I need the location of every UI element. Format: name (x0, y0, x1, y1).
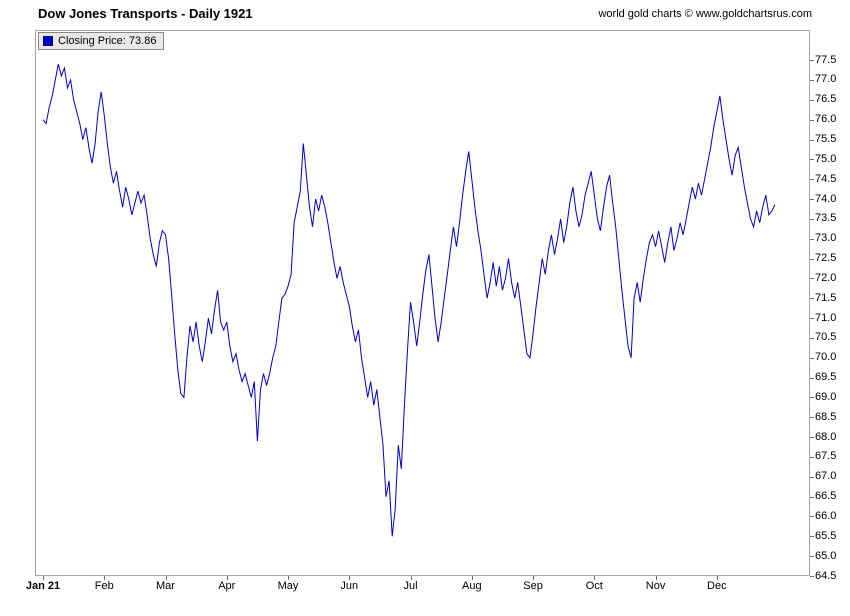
y-tick-label: 67.5 (815, 450, 837, 463)
y-tick-label: 66.0 (815, 509, 837, 522)
y-tick-label: 64.5 (815, 569, 837, 582)
y-tick-label: 75.0 (815, 152, 837, 165)
y-tick-label: 72.5 (815, 252, 837, 265)
chart-title: Dow Jones Transports - Daily 1921 (38, 6, 253, 21)
y-tick-label: 70.0 (815, 351, 837, 364)
x-tick-label: May (277, 580, 299, 592)
y-tick-label: 72.0 (815, 271, 837, 284)
y-tick-label: 69.0 (815, 390, 837, 403)
y-tick-label: 71.5 (815, 291, 837, 304)
x-tick-label: Jan 21 (25, 580, 61, 592)
y-tick-label: 69.5 (815, 371, 837, 384)
y-tick-label: 73.0 (815, 232, 837, 245)
x-tick-label: Mar (156, 580, 175, 592)
y-tick-label: 68.5 (815, 410, 837, 423)
y-tick-label: 74.0 (815, 192, 837, 205)
y-tick-label: 74.5 (815, 172, 837, 185)
x-tick-label: Aug (461, 580, 482, 592)
plot-border (35, 30, 810, 576)
x-tick-label: Jun (340, 580, 359, 592)
x-tick-label: Oct (585, 580, 603, 592)
y-tick-label: 70.5 (815, 331, 837, 344)
y-tick-label: 75.5 (815, 133, 837, 146)
legend: Closing Price: 73.86 (38, 32, 165, 50)
y-tick-label: 67.0 (815, 470, 837, 483)
x-tick-label: Nov (645, 580, 666, 592)
y-tick-label: 68.0 (815, 430, 837, 443)
y-tick-label: 71.0 (815, 311, 837, 324)
x-tick-label: Sep (523, 580, 543, 592)
y-tick-label: 73.5 (815, 212, 837, 225)
price-line (42, 63, 776, 537)
y-tick-label: 66.5 (815, 490, 837, 503)
legend-label: Closing Price: 73.86 (58, 35, 157, 47)
legend-swatch (43, 36, 53, 46)
y-tick-label: 77.5 (815, 53, 837, 66)
y-tick-label: 76.0 (815, 113, 837, 126)
y-tick-label: 77.0 (815, 73, 837, 86)
x-tick-label: Jul (403, 580, 418, 592)
x-tick-label: Dec (707, 580, 727, 592)
y-tick-label: 65.0 (815, 549, 837, 562)
copyright-text: world gold charts © www.goldchartsrus.co… (598, 8, 812, 20)
y-tick-label: 65.5 (815, 529, 837, 542)
y-tick-label: 76.5 (815, 93, 837, 106)
x-tick-label: Apr (218, 580, 236, 592)
x-tick-label: Feb (94, 580, 114, 592)
